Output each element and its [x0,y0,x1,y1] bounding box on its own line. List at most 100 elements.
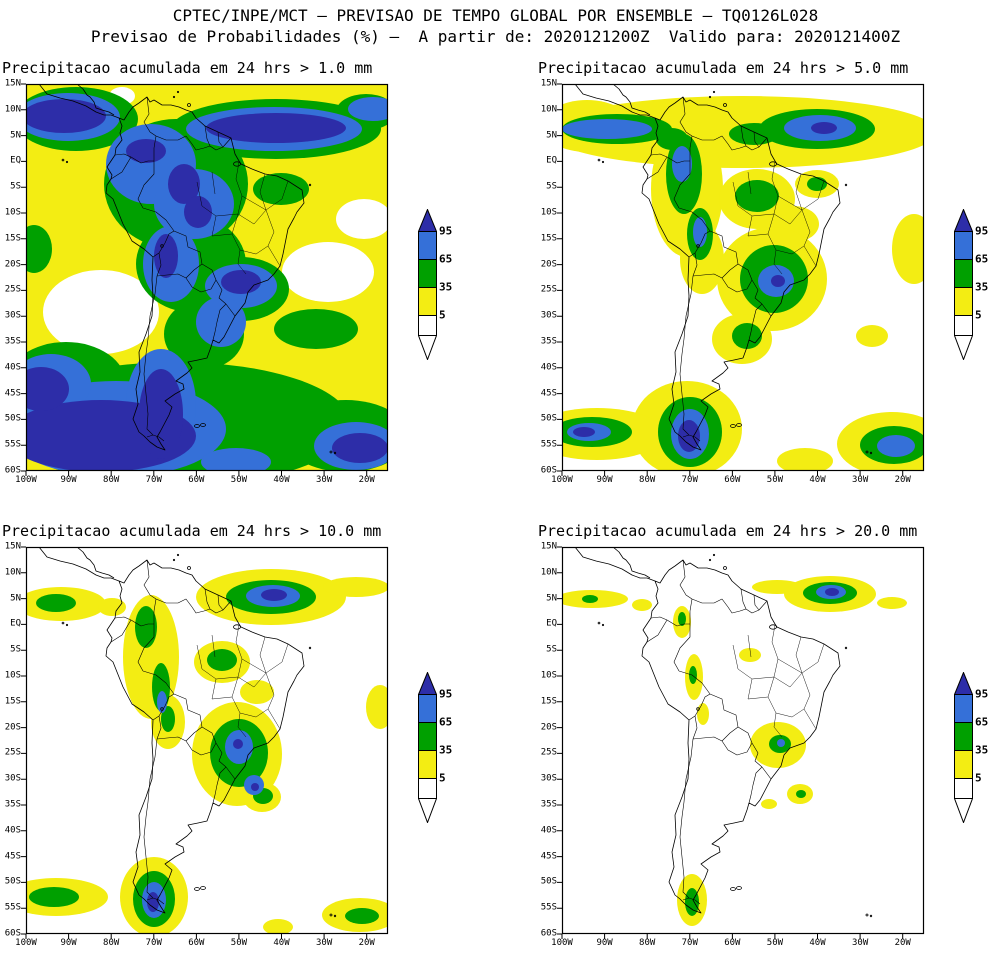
lat-tick-label: 15S [540,233,557,244]
lon-axis-labels: 100W 90W 80W 70W 60W 50W 40W 30W 20W [551,471,924,485]
colorbar-value-label: 5 [975,771,982,785]
lat-tick-label: 5N [10,593,21,604]
lon-tick-label: 70W [145,938,162,948]
lon-axis-labels: 100W 90W 80W 70W 60W 50W 40W 30W 20W [15,934,388,948]
axis-tick-marks [557,83,904,476]
lat-tick-label: 15N [540,541,557,552]
lon-tick-label: 50W [766,938,784,948]
probability-colorbar: 95 65 35 5 [418,672,464,824]
lon-tick-label: 70W [681,475,698,485]
lat-tick-label: 15N [4,541,21,552]
probability-map-20mm [557,546,925,939]
map-frame [561,546,925,935]
main-title: CPTEC/INPE/MCT – PREVISAO DE TEMPO GLOBA… [172,6,819,25]
lon-tick-label: 40W [273,475,290,485]
lat-tick-label: 25S [540,747,557,758]
lat-tick-label: EQ [546,155,557,166]
lat-tick-label: 25S [4,284,21,295]
lat-tick-label: 35S [4,336,21,347]
lat-tick-label: 30S [540,773,557,784]
lat-tick-label: 60S [4,928,21,939]
lat-tick-label: 10S [4,207,21,218]
lon-tick-label: 80W [639,938,656,948]
map-frame [25,83,389,472]
lat-tick-label: 45S [540,851,557,862]
lon-tick-label: 20W [894,475,911,485]
clear-areas [43,87,388,354]
colorbar-value-label: 35 [975,280,989,294]
lon-tick-label: 50W [230,475,248,485]
colorbar-shape [418,672,437,823]
axis-tick-marks [557,546,904,939]
colorbar-shape [954,209,973,360]
lat-tick-label: 30S [4,310,21,321]
lat-tick-label: 5S [10,644,21,655]
lon-tick-label: 50W [230,938,248,948]
shading-gte-95 [26,99,388,471]
colorbar-value-label: 65 [975,252,989,266]
lat-tick-label: 50S [540,876,557,887]
lat-tick-label: 10N [540,567,557,578]
colorbar-value-label: 35 [439,280,453,294]
lon-tick-label: 60W [724,475,741,485]
colorbar-shape [954,672,973,823]
panel-1mm: Precipitacao acumulada em 24 hrs > 1.0 m… [0,59,496,486]
subtitle: Previsao de Probabilidades (%) – A parti… [90,27,901,46]
lat-tick-label: 5N [10,130,21,141]
lat-tick-label: 10N [4,104,21,115]
lat-tick-label: EQ [10,155,21,166]
panel-20mm: Precipitacao acumulada em 24 hrs > 20.0 … [496,522,991,949]
lat-tick-label: EQ [10,618,21,629]
page-header: CPTEC/INPE/MCT – PREVISAO DE TEMPO GLOBA… [0,0,991,47]
shading-35-65 [582,582,857,916]
lat-tick-label: 5S [546,181,557,192]
lon-tick-label: 100W [15,475,37,485]
lat-tick-label: 15S [4,233,21,244]
lat-axis-labels: 15N 10N 5N EQ 5S 10S 15S 20S 25S 30S 35S 40S 45S 50S 5… [535,79,560,475]
shading-5-35 [562,576,907,926]
lat-tick-label: 50S [4,876,21,887]
panel-10mm: Precipitacao acumulada em 24 hrs > 10.0 … [0,522,496,949]
colorbar-value-label: 5 [439,771,446,785]
colorbar-value-label: 65 [975,715,989,729]
lon-tick-label: 30W [315,938,333,948]
lat-tick-label: EQ [546,618,557,629]
panel-title: Precipitacao acumulada em 24 hrs > 10.0 … [2,522,382,540]
colorbar-value-label: 35 [975,743,989,757]
colorbar-value-label: 65 [439,715,453,729]
lat-tick-label: 40S [4,362,21,373]
lat-tick-label: 20S [540,259,557,270]
lon-axis-labels: 100W 90W 80W 70W 60W 50W 40W 30W 20W [15,471,388,485]
lat-tick-label: 10S [540,207,557,218]
probability-colorbar: 95 65 35 5 [418,209,464,361]
lat-tick-label: 60S [540,928,557,939]
lon-tick-label: 80W [103,475,120,485]
probability-colorbar: 95 65 35 5 [954,672,991,824]
lat-tick-label: 35S [540,799,557,810]
probability-colorbar: 95 65 35 5 [954,209,991,361]
lon-tick-label: 90W [596,475,613,485]
lat-tick-label: 15N [4,78,21,89]
lat-tick-label: 35S [540,336,557,347]
lat-tick-label: 35S [4,799,21,810]
lat-tick-label: 40S [540,362,557,373]
lon-tick-label: 90W [596,938,613,948]
lat-tick-label: 15S [4,696,21,707]
lon-tick-label: 60W [188,938,205,948]
lat-tick-label: 20S [4,259,21,270]
colorbar-shape [418,209,437,360]
lat-tick-label: 30S [4,773,21,784]
lon-tick-label: 70W [681,938,698,948]
lat-tick-label: 15S [540,696,557,707]
lat-tick-label: 60S [540,465,557,476]
lon-tick-label: 50W [766,475,784,485]
lon-tick-label: 30W [315,475,333,485]
lat-axis-labels: 15N 10N 5N EQ 5S 10S 15S 20S 25S 30S 35S 40S 45S 50S 5… [0,542,24,938]
lat-tick-label: 30S [540,310,557,321]
lon-tick-label: 60W [724,938,741,948]
lat-tick-label: 45S [4,851,21,862]
colorbar-value-label: 35 [439,743,453,757]
panel-grid: Precipitacao acumulada em 24 hrs > 1.0 m… [0,59,991,949]
lat-tick-label: 25S [4,747,21,758]
lat-tick-label: 40S [540,825,557,836]
